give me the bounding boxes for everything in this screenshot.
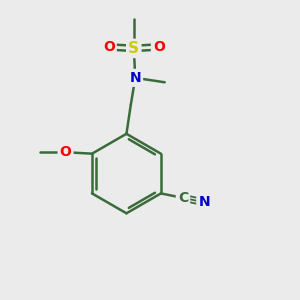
Text: N: N: [198, 195, 210, 209]
Text: S: S: [128, 41, 139, 56]
Text: O: O: [153, 40, 165, 54]
Text: O: O: [60, 145, 71, 159]
Text: O: O: [103, 40, 115, 54]
Text: N: N: [130, 71, 141, 85]
Text: C: C: [178, 191, 188, 205]
